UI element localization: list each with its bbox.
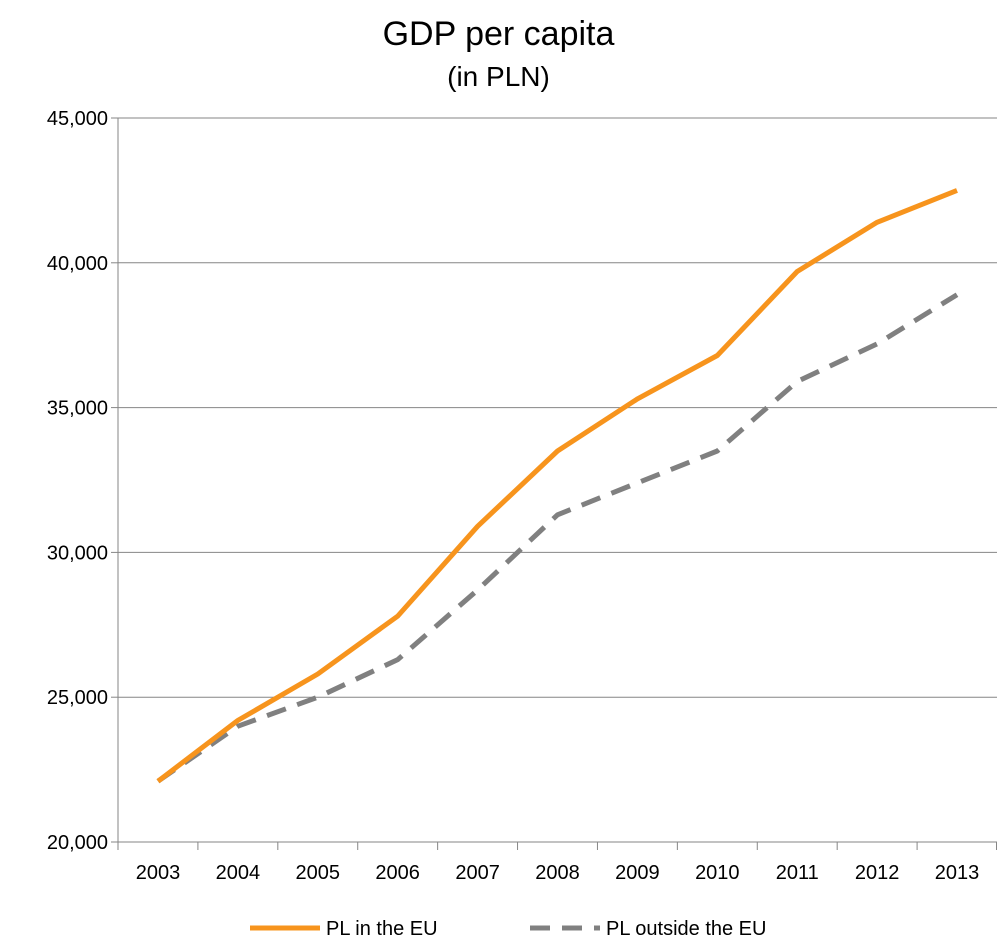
x-axis-ticks: 2003 2004 2005 2006 2007 2008 2009 2010 2011 2012… [117,842,997,884]
x-tick-label: 2005 [296,862,341,884]
x-tick-label: 2013 [935,862,980,884]
x-tick-label: 2009 [615,862,660,884]
series-line-pl-in-eu [156,188,958,784]
series-line-pl-outside-eu [156,292,959,784]
chart-subtitle: (in PLN) [447,61,550,92]
gridlines [118,117,997,698]
legend: PL in the EU PL outside the EU [250,918,766,940]
x-tick-label: 2012 [855,862,900,884]
y-tick-label: 30,000 [47,542,108,564]
x-tick-label: 2011 [776,862,819,884]
legend-label: PL outside the EU [606,918,766,940]
x-tick-label: 2004 [216,862,261,884]
x-tick-label: 2010 [695,862,740,884]
y-tick-label: 40,000 [47,253,108,275]
y-tick-label: 20,000 [47,832,108,854]
axes [117,118,997,843]
x-tick-label: 2006 [375,862,420,884]
x-tick-label: 2007 [455,862,500,884]
y-tick-label: 25,000 [47,687,108,709]
series-lines [156,188,959,784]
y-tick-label: 35,000 [47,398,108,420]
y-axis-ticks: 20,000 25,000 30,000 35,000 40,000 45,000 [47,108,118,854]
legend-label: PL in the EU [326,918,438,940]
x-tick-label: 2003 [136,862,181,884]
x-tick-label: 2008 [535,862,580,884]
y-tick-label: 45,000 [47,108,108,130]
chart-title: GDP per capita [382,15,615,53]
